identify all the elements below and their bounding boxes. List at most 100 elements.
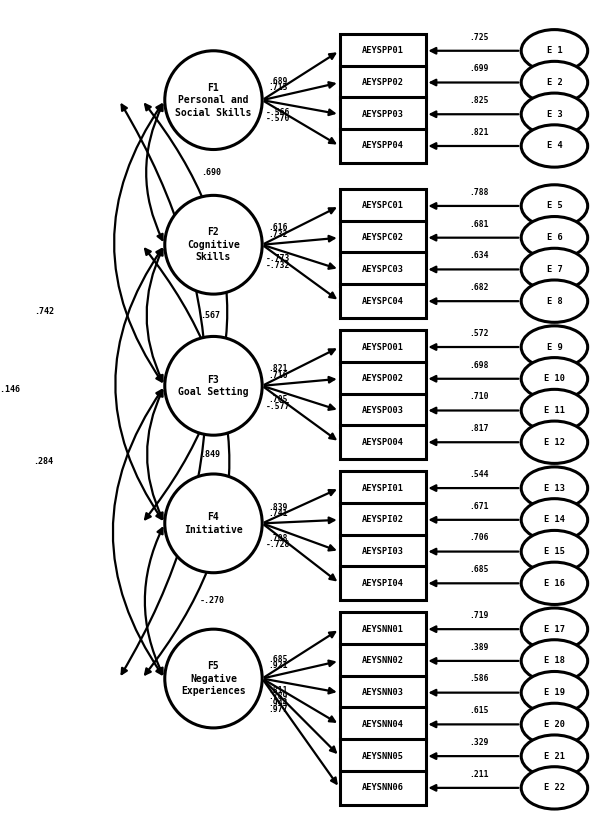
Text: AEYSNN03: AEYSNN03: [362, 688, 403, 697]
Ellipse shape: [521, 421, 588, 463]
Ellipse shape: [165, 195, 262, 294]
Text: .685: .685: [469, 565, 489, 574]
Text: AEYSPP04: AEYSPP04: [362, 141, 403, 150]
Ellipse shape: [521, 562, 588, 604]
Ellipse shape: [521, 640, 588, 682]
Text: AEYSPI04: AEYSPI04: [362, 579, 403, 588]
Text: .839: .839: [268, 502, 288, 511]
Text: F3
Goal Setting: F3 Goal Setting: [178, 374, 249, 397]
Text: -.728: -.728: [265, 540, 290, 549]
Text: .211: .211: [469, 770, 489, 778]
FancyBboxPatch shape: [339, 503, 426, 537]
Text: E 12: E 12: [544, 438, 565, 447]
Ellipse shape: [521, 704, 588, 745]
Text: AEYSPO03: AEYSPO03: [362, 406, 403, 415]
FancyBboxPatch shape: [339, 534, 426, 568]
Ellipse shape: [521, 358, 588, 400]
Text: .681: .681: [469, 219, 489, 228]
Ellipse shape: [521, 93, 588, 135]
Text: .817: .817: [469, 424, 489, 433]
Text: AEYSNN06: AEYSNN06: [362, 783, 403, 792]
Text: AEYSNN01: AEYSNN01: [362, 625, 403, 634]
Text: .821: .821: [469, 128, 489, 137]
Text: .843: .843: [209, 238, 230, 247]
Text: F1
Personal and
Social Skills: F1 Personal and Social Skills: [176, 83, 252, 117]
Text: .698: .698: [469, 360, 489, 369]
Text: E 3: E 3: [546, 110, 562, 119]
Ellipse shape: [521, 326, 588, 368]
Text: AEYSPP01: AEYSPP01: [362, 46, 403, 55]
FancyBboxPatch shape: [339, 393, 426, 428]
Ellipse shape: [521, 767, 588, 809]
Text: .725: .725: [469, 33, 489, 42]
FancyBboxPatch shape: [339, 425, 426, 459]
FancyBboxPatch shape: [339, 221, 426, 255]
Text: .719: .719: [469, 611, 489, 620]
Text: E 10: E 10: [544, 374, 565, 383]
Text: .811: .811: [268, 686, 288, 695]
Text: .821: .821: [268, 365, 288, 374]
Ellipse shape: [521, 498, 588, 541]
Text: AEYSPC03: AEYSPC03: [362, 265, 403, 274]
Text: AEYSPI02: AEYSPI02: [362, 516, 403, 525]
FancyBboxPatch shape: [339, 739, 426, 773]
Text: AEYSPP02: AEYSPP02: [362, 78, 403, 87]
Text: E 15: E 15: [544, 547, 565, 556]
Text: -.200: -.200: [217, 528, 242, 537]
Text: .716: .716: [268, 371, 288, 380]
Ellipse shape: [521, 280, 588, 323]
Text: AEYSPC04: AEYSPC04: [362, 296, 403, 305]
Ellipse shape: [521, 30, 588, 72]
Text: E 16: E 16: [544, 579, 565, 588]
Text: .567: .567: [201, 311, 221, 319]
FancyBboxPatch shape: [339, 771, 426, 805]
Text: E 21: E 21: [544, 752, 565, 760]
Text: AEYSPI01: AEYSPI01: [362, 484, 403, 493]
Text: .849: .849: [200, 450, 221, 459]
Ellipse shape: [165, 629, 262, 728]
FancyBboxPatch shape: [339, 612, 426, 646]
Text: .671: .671: [469, 502, 489, 511]
Ellipse shape: [521, 608, 588, 650]
Text: .708: .708: [268, 534, 288, 543]
Text: E 9: E 9: [546, 342, 562, 351]
FancyBboxPatch shape: [339, 129, 426, 163]
Text: .689: .689: [268, 76, 288, 85]
Text: AEYSPO04: AEYSPO04: [362, 438, 403, 447]
Ellipse shape: [521, 389, 588, 432]
Text: E 6: E 6: [546, 233, 562, 242]
Text: E 5: E 5: [546, 201, 562, 210]
Text: AEYSPI03: AEYSPI03: [362, 547, 403, 556]
Text: .572: .572: [469, 329, 489, 338]
Text: E 2: E 2: [546, 78, 562, 87]
Text: F2
Cognitive
Skills: F2 Cognitive Skills: [187, 227, 240, 262]
Text: -.732: -.732: [265, 261, 290, 269]
Text: AEYSPP03: AEYSPP03: [362, 110, 403, 119]
Text: E 19: E 19: [544, 688, 565, 697]
Text: AEYSPC01: AEYSPC01: [362, 201, 403, 210]
Text: .690: .690: [201, 168, 221, 177]
FancyBboxPatch shape: [339, 362, 426, 396]
Text: -.577: -.577: [265, 401, 290, 410]
Text: .615: .615: [469, 706, 489, 715]
Text: E 11: E 11: [544, 406, 565, 415]
Ellipse shape: [165, 474, 262, 573]
Text: E 1: E 1: [546, 46, 562, 55]
FancyBboxPatch shape: [339, 471, 426, 505]
Text: AEYSPO01: AEYSPO01: [362, 342, 403, 351]
Ellipse shape: [521, 735, 588, 777]
Text: AEYSPO02: AEYSPO02: [362, 374, 403, 383]
FancyBboxPatch shape: [339, 644, 426, 678]
Text: .284: .284: [33, 457, 53, 466]
FancyBboxPatch shape: [339, 189, 426, 222]
Text: .944: .944: [268, 699, 288, 708]
Text: -.570: -.570: [265, 114, 290, 123]
FancyBboxPatch shape: [339, 708, 426, 741]
Text: AEYSNN05: AEYSNN05: [362, 752, 403, 760]
Text: .699: .699: [469, 64, 489, 73]
Text: .715: .715: [268, 83, 288, 92]
Text: .682: .682: [469, 283, 489, 292]
Text: -.566: -.566: [265, 108, 290, 117]
Text: .742: .742: [34, 307, 54, 316]
Text: AEYSNN04: AEYSNN04: [362, 720, 403, 729]
